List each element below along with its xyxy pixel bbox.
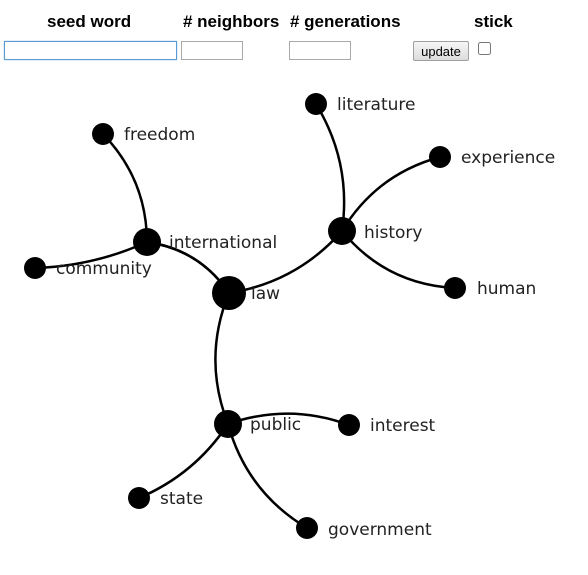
node-history[interactable] [328,217,356,245]
edge-history-human [341,230,456,290]
node-label-literature: literature [337,95,416,115]
graph-labels: law international freedom community history l… [56,95,555,540]
seed-word-header: seed word [47,12,132,31]
update-button[interactable]: update [413,41,469,61]
neighbors-header: # neighbors [183,12,280,31]
stick-checkbox[interactable] [478,42,491,55]
generations-input[interactable] [289,41,351,60]
node-interest[interactable] [338,414,360,436]
node-state[interactable] [128,487,150,509]
node-label-government: government [328,520,432,540]
node-label-human: human [477,279,536,299]
edge-international-freedom [102,133,149,243]
node-label-experience: experience [461,148,555,168]
graph-edges [34,103,456,530]
node-experience[interactable] [429,146,451,168]
node-label-international: international [169,233,277,253]
node-public[interactable] [214,410,242,438]
node-label-history: history [364,223,422,243]
edge-history-literature [314,103,346,232]
stick-header: stick [474,12,513,31]
seed-word-input[interactable] [4,41,177,60]
node-label-public: public [250,415,301,435]
node-label-interest: interest [370,416,436,436]
edge-law-public [214,292,231,425]
edge-public-government [226,423,308,530]
node-label-community: community [56,259,152,279]
controls-bar: seed word # neighbors # generations stic… [0,0,588,70]
node-label-law: law [251,284,280,304]
edge-public-state [138,423,230,500]
edge-history-experience [340,155,441,232]
node-human[interactable] [444,277,466,299]
generations-header: # generations [290,12,401,31]
node-community[interactable] [24,257,46,279]
node-freedom[interactable] [92,123,114,145]
node-literature[interactable] [305,93,327,115]
node-international[interactable] [133,228,161,256]
node-government[interactable] [296,517,318,539]
node-label-state: state [160,489,203,509]
node-label-freedom: freedom [124,125,195,145]
node-law[interactable] [212,276,246,310]
edge-public-interest [227,412,350,427]
neighbors-input[interactable] [181,41,243,60]
graph-nodes[interactable] [24,93,466,539]
